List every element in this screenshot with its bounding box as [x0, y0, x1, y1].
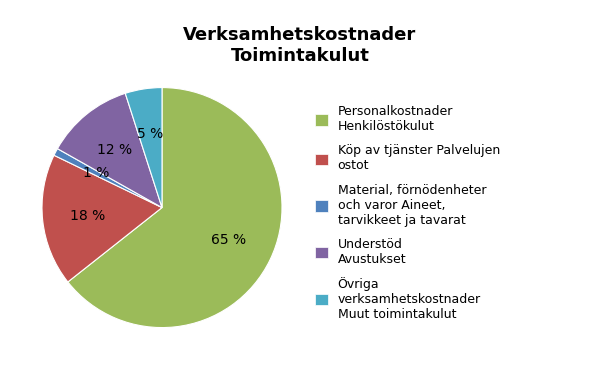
Text: 65 %: 65 %	[211, 233, 247, 247]
Text: 5 %: 5 %	[137, 127, 164, 141]
Wedge shape	[42, 155, 162, 282]
Text: 18 %: 18 %	[70, 209, 106, 223]
Text: 12 %: 12 %	[97, 143, 133, 157]
Wedge shape	[125, 88, 162, 208]
Wedge shape	[54, 148, 162, 208]
Wedge shape	[68, 88, 282, 328]
Legend: Personalkostnader
Henkilöstökulut, Köp av tjänster Palvelujen
ostot, Material, f: Personalkostnader Henkilöstökulut, Köp a…	[315, 105, 500, 321]
Text: 1 %: 1 %	[83, 166, 109, 180]
Text: Verksamhetskostnader
Toimintakulut: Verksamhetskostnader Toimintakulut	[184, 26, 416, 65]
Wedge shape	[58, 94, 162, 208]
